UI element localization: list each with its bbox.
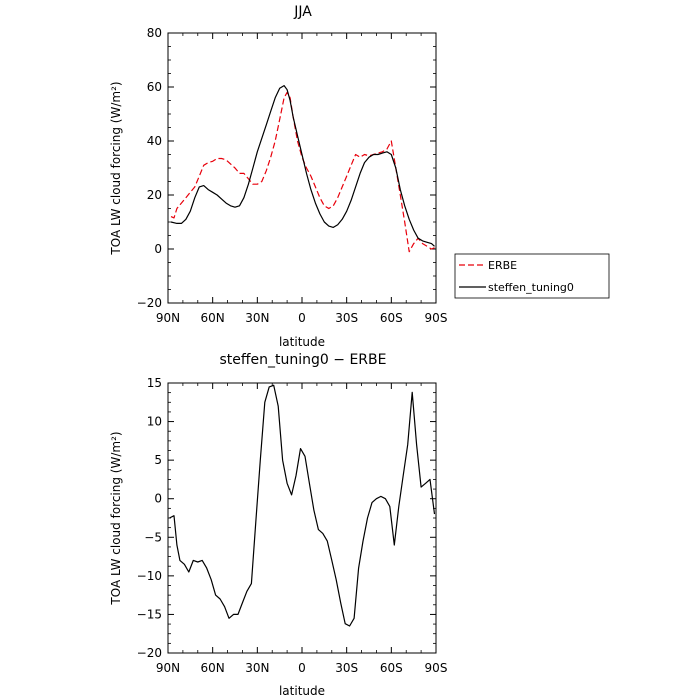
bottom-y-tick-label: 5	[154, 453, 162, 467]
bottom-x-axis-label: latitude	[279, 684, 325, 698]
top-x-axis-label: latitude	[279, 335, 325, 349]
top-y-tick-label: 40	[147, 134, 162, 148]
top-series-line-steffen-tuning0	[170, 84, 435, 247]
bottom-x-tick-label: 90N	[156, 661, 180, 675]
bottom-x-tick-label: 30S	[335, 661, 358, 675]
legend: ERBE steffen_tuning0	[454, 253, 610, 299]
top-y-tick-label: −20	[137, 296, 162, 310]
top-x-axis: 90N 60N 30N 0 30S 60S 90S	[156, 33, 448, 325]
legend-erbe-label: ERBE	[488, 259, 517, 272]
top-x-tick-label: 90S	[425, 311, 448, 325]
bottom-x-tick-label: 60S	[380, 661, 403, 675]
top-y-tick-label: 20	[147, 188, 162, 202]
bottom-plot-frame	[167, 382, 437, 654]
bottom-y-tick-label: −10	[137, 569, 162, 583]
top-x-tick-label: 90N	[156, 311, 180, 325]
bottom-x-tick-label: 0	[298, 661, 306, 675]
top-x-tick-label: 0	[298, 311, 306, 325]
top-y-tick-label: 80	[147, 26, 162, 40]
top-x-tick-label: 60S	[380, 311, 403, 325]
bottom-y-tick-label: −20	[137, 646, 162, 660]
bottom-panel: steffen_tuning0 − ERBE −20 −15 −10 −5 0 5 10 15…	[109, 352, 447, 698]
top-y-tick-label: 0	[154, 242, 162, 256]
bottom-series-lines	[169, 384, 436, 627]
bottom-series-line-difference	[169, 384, 436, 627]
bottom-y-tick-label: 0	[154, 492, 162, 506]
bottom-y-tick-label: 15	[147, 376, 162, 390]
top-chart-title: JJA	[293, 4, 312, 20]
bottom-x-tick-label: 90S	[425, 661, 448, 675]
top-y-tick-label: 60	[147, 80, 162, 94]
top-series-lines	[170, 84, 435, 253]
bottom-y-tick-label: −5	[144, 530, 162, 544]
top-panel: JJA −20 0 20 40 60 80 90N 60N 30N 0 30S 60S 90S lat…	[109, 4, 610, 349]
bottom-y-axis: −20 −15 −10 −5 0 5 10 15	[137, 376, 436, 660]
bottom-x-tick-label: 30N	[245, 661, 269, 675]
top-y-axis-label: TOA LW cloud forcing (W/m²)	[109, 81, 123, 255]
legend-steffen-label: steffen_tuning0	[488, 281, 574, 294]
bottom-chart-title: steffen_tuning0 − ERBE	[220, 352, 387, 368]
bottom-x-axis: 90N 60N 30N 0 30S 60S 90S	[156, 383, 448, 675]
bottom-y-tick-label: 10	[147, 415, 162, 429]
bottom-y-axis-label: TOA LW cloud forcing (W/m²)	[109, 431, 123, 605]
top-x-tick-label: 60N	[201, 311, 225, 325]
top-y-axis: −20 0 20 40 60 80	[137, 26, 436, 310]
top-x-tick-label: 30S	[335, 311, 358, 325]
legend-box	[454, 253, 610, 299]
bottom-x-tick-label: 60N	[201, 661, 225, 675]
top-x-tick-label: 30N	[245, 311, 269, 325]
top-series-line-erbe	[170, 91, 435, 253]
bottom-y-tick-label: −15	[137, 607, 162, 621]
